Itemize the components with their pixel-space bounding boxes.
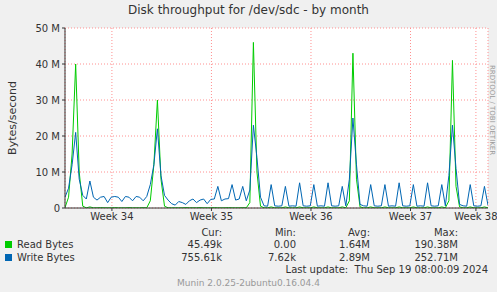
html-text:Min:: Min: — [274, 227, 296, 238]
html-text:190.38M: 190.38M — [414, 239, 458, 250]
svg-text:50 M: 50 M — [35, 23, 60, 34]
svg-text:Week 37: Week 37 — [389, 211, 432, 222]
html-text:Bytes/second: Bytes/second — [5, 81, 19, 155]
svg-text:20 M: 20 M — [35, 131, 60, 142]
svg-text:10 M: 10 M — [35, 167, 60, 178]
svg-text:30 M: 30 M — [35, 95, 60, 106]
html-text:252.71M: 252.71M — [414, 252, 458, 263]
html-text:7.62k: 7.62k — [267, 252, 296, 263]
html-text:Last update: Thu Sep 19 08:00:: Last update: Thu Sep 19 08:00:09 2024 — [285, 264, 488, 275]
html-text:2.89M: 2.89M — [339, 252, 370, 263]
html-text:Avg:: Avg: — [348, 227, 370, 238]
html-text:Cur:: Cur: — [201, 227, 222, 238]
html-text:RRDTOOL / TOBI OETIKER: RRDTOOL / TOBI OETIKER — [488, 64, 496, 156]
svg-text:Week 34: Week 34 — [90, 211, 133, 222]
svg-text:Week 36: Week 36 — [289, 211, 332, 222]
html-text:0.00: 0.00 — [273, 239, 296, 250]
svg-text:Week 38: Week 38 — [454, 211, 489, 222]
html-text:45.49k: 45.49k — [187, 239, 222, 250]
svg-text:Week 35: Week 35 — [190, 211, 233, 222]
html-text:Read Bytes: Read Bytes — [17, 239, 74, 250]
html-text:Disk throughput for /dev/sdc -: Disk throughput for /dev/sdc - by month — [128, 3, 369, 17]
html-text:Munin 2.0.25-2ubuntu0.16.04.4: Munin 2.0.25-2ubuntu0.16.04.4 — [177, 278, 320, 288]
svg-text:40 M: 40 M — [35, 59, 60, 70]
html-text:1.64M: 1.64M — [339, 239, 370, 250]
html-text:Write Bytes: Write Bytes — [17, 252, 75, 263]
html-text:Max:: Max: — [434, 227, 458, 238]
html-text:755.61k: 755.61k — [181, 252, 222, 263]
svg-text:0: 0 — [54, 203, 60, 214]
